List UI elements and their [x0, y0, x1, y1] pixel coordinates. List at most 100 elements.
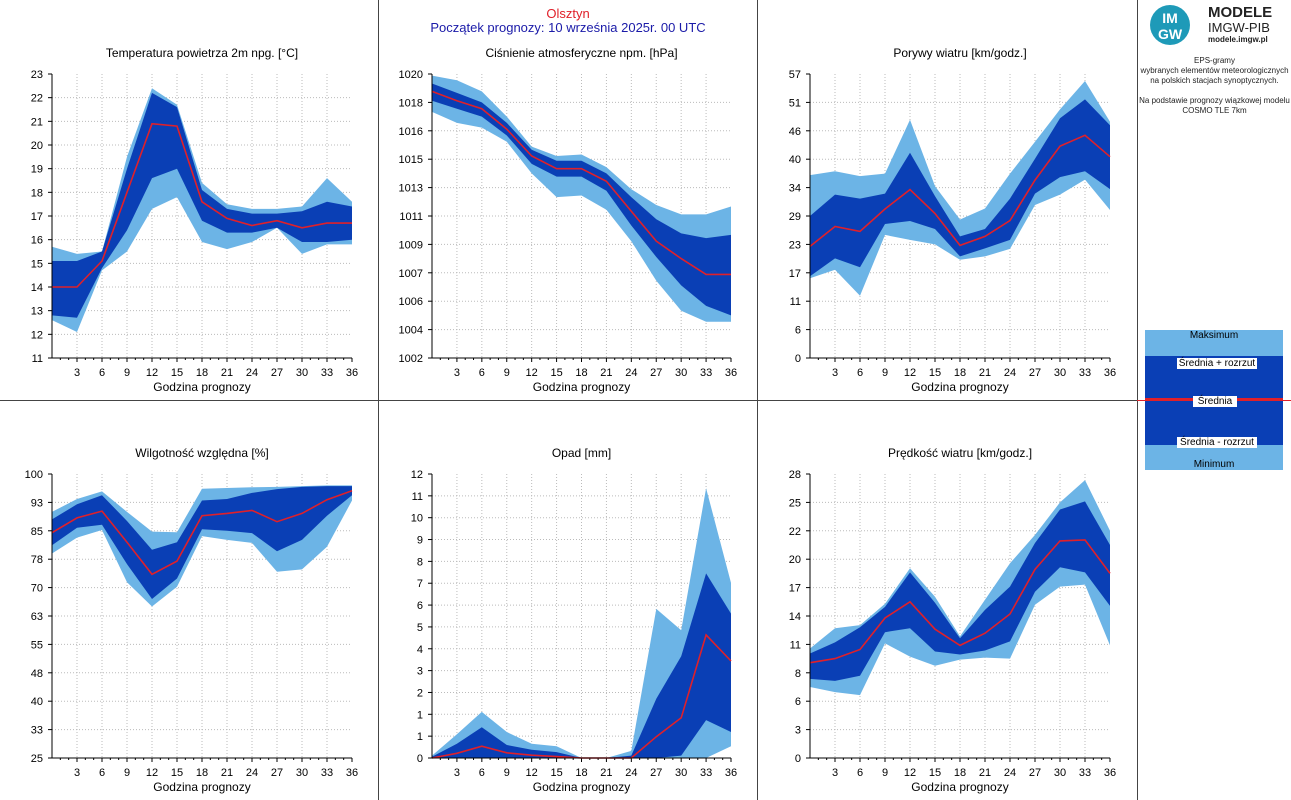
- y-tick-label: 17: [31, 211, 43, 223]
- y-tick-label: 13: [31, 306, 43, 318]
- y-tick-label: 16: [31, 235, 43, 247]
- y-tick-label: 1002: [399, 353, 423, 365]
- chart-title: Ciśnienie atmosferyczne npm. [hPa]: [485, 46, 677, 60]
- y-tick-label: 22: [31, 93, 43, 105]
- x-tick-label: 12: [526, 367, 538, 379]
- x-tick-label: 9: [124, 367, 130, 379]
- band-spread: [52, 92, 352, 318]
- mean-line: [809, 134, 1111, 248]
- y-tick-label: 12: [31, 329, 43, 341]
- imgw-logo-mark: IM GW: [1150, 5, 1190, 45]
- x-tick-label: 33: [700, 767, 712, 779]
- y-tick-label: 0: [795, 753, 801, 765]
- y-tick-label: 40: [789, 154, 801, 166]
- x-tick-label: 21: [979, 767, 991, 779]
- x-tick-label: 33: [321, 767, 333, 779]
- x-axis-label: Godzina prognozy: [153, 780, 250, 794]
- station-label: Olsztyn: [546, 6, 590, 21]
- x-axis-label: Godzina prognozy: [911, 380, 1008, 394]
- x-tick-label: 6: [857, 767, 863, 779]
- y-tick-label: 1004: [399, 325, 423, 337]
- y-tick-label: 14: [31, 282, 43, 294]
- x-tick-label: 36: [1104, 767, 1116, 779]
- x-tick-label: 36: [1104, 367, 1116, 379]
- y-tick-label: 34: [789, 183, 801, 195]
- info-line-1: EPS-gramy: [1194, 56, 1235, 65]
- x-tick-label: 21: [600, 367, 612, 379]
- x-tick-label: 18: [954, 367, 966, 379]
- y-tick-label: 85: [31, 526, 43, 538]
- y-tick-label: 57: [789, 69, 801, 81]
- x-tick-label: 12: [146, 767, 158, 779]
- y-tick-label: 9: [417, 535, 423, 547]
- y-tick-label: 4: [417, 644, 423, 656]
- y-tick-label: 11: [790, 296, 801, 308]
- x-tick-label: 12: [526, 767, 538, 779]
- y-tick-label: 1009: [399, 239, 423, 251]
- y-tick-label: 3: [417, 666, 423, 678]
- x-tick-label: 6: [99, 767, 105, 779]
- info-line-5: COSMO TLE 7km: [1182, 106, 1247, 115]
- x-tick-label: 9: [504, 767, 510, 779]
- x-tick-label: 27: [650, 767, 662, 779]
- x-tick-label: 30: [296, 367, 308, 379]
- x-tick-label: 36: [346, 767, 358, 779]
- x-tick-label: 12: [904, 367, 916, 379]
- mean-line: [51, 489, 353, 576]
- y-tick-label: 18: [31, 187, 43, 199]
- x-tick-label: 27: [1029, 767, 1041, 779]
- x-tick-label: 33: [1079, 367, 1091, 379]
- y-tick-label: 6: [417, 600, 423, 612]
- y-tick-label: 1: [417, 709, 423, 721]
- y-tick-label: 25: [31, 753, 43, 765]
- y-tick-label: 100: [25, 469, 43, 481]
- chart-4: Wilgotność względna [%]25334048556370788…: [25, 446, 358, 794]
- x-tick-label: 3: [454, 767, 460, 779]
- chart-3: Porywy wiatru [km/godz.] 0 6 11 17 23 29 34 40 46…: [789, 46, 1116, 394]
- logo-subtitle: IMGW-PIB: [1208, 20, 1270, 35]
- band-spread: [432, 573, 731, 758]
- x-tick-label: 6: [479, 367, 485, 379]
- x-tick-label: 15: [550, 367, 562, 379]
- y-tick-label: 1020: [399, 69, 423, 81]
- y-tick-label: 48: [31, 668, 43, 680]
- info-line-3: na polskich stacjach synoptycznych.: [1150, 76, 1279, 85]
- y-tick-label: 63: [31, 611, 43, 623]
- x-tick-label: 33: [321, 367, 333, 379]
- y-tick-label: 6: [795, 325, 801, 337]
- y-tick-label: 15: [31, 258, 43, 270]
- y-tick-label: 17: [789, 583, 801, 595]
- chart-title: Temperatura powietrza 2m npg. [°C]: [106, 46, 298, 60]
- y-tick-label: 78: [31, 554, 43, 566]
- x-tick-label: 18: [954, 767, 966, 779]
- y-tick-label: 1018: [399, 97, 423, 109]
- x-tick-label: 15: [171, 367, 183, 379]
- y-tick-label: 51: [789, 97, 801, 109]
- y-tick-label: 12: [411, 469, 423, 481]
- x-tick-label: 36: [725, 767, 737, 779]
- x-tick-label: 18: [575, 367, 587, 379]
- x-tick-label: 12: [904, 767, 916, 779]
- y-tick-label: 20: [789, 554, 801, 566]
- x-tick-label: 12: [146, 367, 158, 379]
- y-tick-label: 5: [417, 622, 423, 634]
- x-tick-label: 24: [625, 767, 637, 779]
- y-tick-label: 23: [31, 69, 43, 81]
- y-tick-label: 22: [789, 526, 801, 538]
- chart-6: Prędkość wiatru [km/godz.]03681114172022…: [789, 446, 1116, 794]
- logo-mark-bottom: GW: [1158, 26, 1183, 42]
- y-tick-label: 8: [417, 556, 423, 568]
- x-tick-label: 6: [479, 767, 485, 779]
- x-tick-label: 21: [600, 767, 612, 779]
- x-tick-label: 3: [454, 367, 460, 379]
- y-tick-label: 55: [31, 639, 43, 651]
- chart-title: Porywy wiatru [km/godz.]: [893, 46, 1026, 60]
- y-tick-label: 1011: [399, 211, 423, 223]
- x-axis-label: Godzina prognozy: [533, 380, 630, 394]
- x-tick-label: 24: [1004, 367, 1016, 379]
- chart-title: Opad [mm]: [552, 446, 611, 460]
- y-tick-label: 29: [789, 211, 801, 223]
- mean-line: [809, 539, 1111, 664]
- x-tick-label: 27: [271, 367, 283, 379]
